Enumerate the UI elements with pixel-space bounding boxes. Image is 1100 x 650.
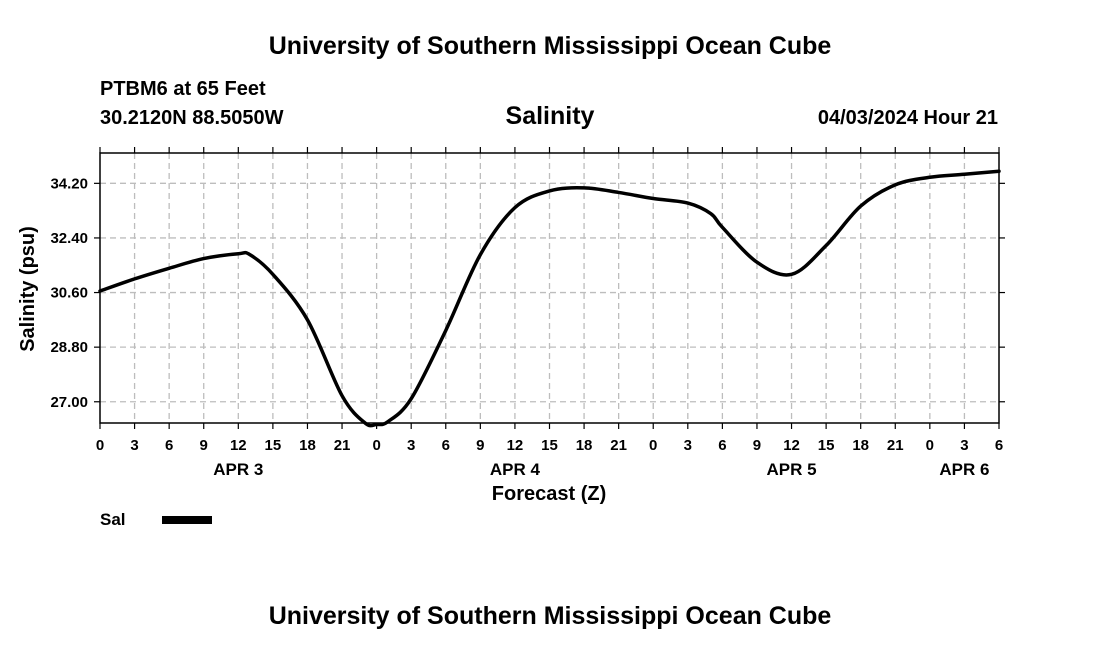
chart-title: Salinity	[506, 102, 595, 130]
y-tick-label: 30.60	[50, 285, 88, 302]
x-tick-label: 21	[334, 437, 351, 454]
x-axis-label: Forecast (Z)	[492, 483, 606, 505]
x-tick-label: 0	[96, 437, 104, 454]
x-tick-label: 18	[576, 437, 593, 454]
x-tick-label: 15	[265, 437, 282, 454]
axis-ticks	[94, 147, 1005, 429]
x-tick-label: 21	[887, 437, 904, 454]
x-tick-label: 9	[476, 437, 484, 454]
x-tick-label: 0	[926, 437, 934, 454]
day-label: APR 4	[490, 460, 541, 479]
x-tick-label: 3	[407, 437, 415, 454]
grid	[100, 153, 999, 423]
x-tick-label: 0	[372, 437, 380, 454]
page-title: University of Southern Mississippi Ocean…	[269, 32, 832, 60]
day-labels: APR 3 APR 4 APR 5 APR 6	[213, 460, 989, 479]
x-tick-label: 12	[783, 437, 800, 454]
footer-title: University of Southern Mississippi Ocean…	[269, 602, 832, 630]
x-tick-label: 12	[230, 437, 247, 454]
station-name: PTBM6 at 65 Feet	[100, 78, 266, 100]
y-tick-label: 28.80	[50, 339, 88, 356]
y-tick-labels: 27.00 28.80 30.60 32.40 34.20	[50, 175, 88, 410]
x-tick-label: 15	[541, 437, 558, 454]
series-layer	[98, 169, 1001, 428]
x-tick-label: 3	[960, 437, 968, 454]
x-tick-label: 9	[753, 437, 761, 454]
plot-frame	[99, 152, 1000, 424]
x-tick-label: 15	[818, 437, 835, 454]
forecast-timestamp: 04/03/2024 Hour 21	[818, 107, 998, 129]
x-tick-label: 9	[200, 437, 208, 454]
series-line-sal	[98, 169, 1001, 428]
x-tick-label: 3	[130, 437, 138, 454]
legend: Sal	[100, 510, 212, 529]
station-coordinates: 30.2120N 88.5050W	[100, 107, 284, 129]
y-tick-label: 32.40	[50, 230, 88, 247]
day-label: APR 5	[766, 460, 816, 479]
legend-label-sal: Sal	[100, 510, 126, 529]
x-tick-label: 6	[995, 437, 1003, 454]
y-tick-label: 34.20	[50, 175, 88, 192]
x-tick-label: 6	[718, 437, 726, 454]
day-label: APR 6	[939, 460, 989, 479]
x-tick-labels: 0 3 6 9 12 15 18 21 0 3 6 9 12 15 18 21 0 3 6 9 12 15 18 21 0 3 6	[96, 437, 1003, 454]
x-tick-label: 3	[684, 437, 692, 454]
x-tick-label: 18	[299, 437, 316, 454]
day-label: APR 3	[213, 460, 263, 479]
x-tick-label: 21	[610, 437, 627, 454]
x-tick-label: 12	[507, 437, 524, 454]
x-tick-label: 18	[852, 437, 869, 454]
x-tick-label: 6	[442, 437, 450, 454]
y-axis-label: Salinity (psu)	[17, 226, 39, 352]
y-tick-label: 27.00	[50, 394, 88, 411]
x-tick-label: 0	[649, 437, 657, 454]
x-tick-label: 6	[165, 437, 173, 454]
